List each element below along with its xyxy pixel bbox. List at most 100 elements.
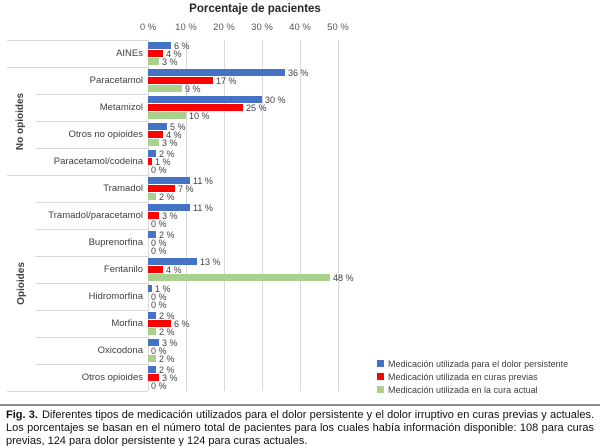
bar-value-label: 30 % [265, 95, 286, 105]
group-boundary [7, 391, 148, 392]
group-label: Opioides [7, 175, 35, 391]
group-label: No opioides [7, 67, 35, 175]
category-separator [35, 364, 148, 365]
bar-value-label: 4 % [166, 265, 182, 275]
bar [148, 320, 171, 327]
bar-value-label: 3 % [162, 338, 178, 348]
bar-value-label: 11 % [193, 203, 213, 213]
bar-value-label: 0 % [151, 238, 167, 248]
x-tick-label: 20 % [213, 22, 235, 33]
bar-value-label: 2 % [159, 327, 175, 337]
x-tick-label: 50 % [327, 22, 349, 33]
category-label: Tramadol [103, 183, 143, 194]
group-boundary [7, 40, 148, 41]
bar-value-label: 1 % [155, 284, 171, 294]
bar [148, 131, 163, 138]
legend-swatch [377, 360, 384, 367]
x-tick-label: 30 % [251, 22, 273, 33]
category-label: Fentanilo [103, 264, 143, 275]
category-separator [35, 283, 148, 284]
group-label-text: Opioides [15, 261, 27, 305]
bar-value-label: 2 % [159, 311, 175, 321]
bar [148, 339, 159, 346]
bar-value-label: 13 % [200, 257, 221, 267]
category-label: Buprenorfina [88, 237, 143, 248]
legend-label: Medicación utilizada para el dolor persi… [388, 359, 569, 369]
bar-value-label: 3 % [162, 211, 178, 221]
category-separator [35, 310, 148, 311]
bar [148, 212, 159, 219]
bar-value-label: 17 % [216, 76, 237, 86]
x-tick-label: 0 % [139, 22, 157, 33]
legend-item: Medicación utilizada para el dolor persi… [377, 358, 597, 371]
category-separator [35, 256, 148, 257]
bar-value-label: 25 % [246, 103, 267, 113]
bar [148, 139, 159, 146]
bar-value-label: 0 % [151, 246, 167, 256]
group-label-text: No opioides [15, 92, 27, 150]
group-boundary [7, 67, 148, 68]
bar-value-label: 48 % [333, 273, 354, 283]
category-separator [35, 121, 148, 122]
x-tick-label: 40 % [289, 22, 311, 33]
category-label: Paracetamol/codeina [53, 156, 143, 167]
bar-value-label: 2 % [159, 149, 175, 159]
bar [148, 177, 190, 184]
legend-item: Medicación utilizada en la cura actual [377, 384, 597, 397]
category-separator [35, 229, 148, 230]
bar [148, 193, 156, 200]
legend-label: Medicación utilizada en la cura actual [388, 385, 538, 395]
bar-value-label: 1 % [155, 157, 171, 167]
bar [148, 112, 186, 119]
gridline [262, 40, 263, 391]
category-label: Tramadol/paracetamol [48, 210, 143, 221]
bar [148, 355, 156, 362]
legend-label: Medicación utilizada en curas previas [388, 372, 538, 382]
bar-value-label: 0 % [151, 165, 167, 175]
gridline [186, 40, 187, 391]
bar [148, 96, 262, 103]
category-separator [35, 337, 148, 338]
bar-value-label: 2 % [159, 192, 175, 202]
caption-text: Diferentes tipos de medicación utilizado… [6, 409, 595, 446]
bar-value-label: 7 % [178, 184, 194, 194]
category-label: AINEs [116, 48, 143, 59]
group-boundary [7, 175, 148, 176]
bar-value-label: 3 % [162, 57, 178, 67]
category-separator [35, 94, 148, 95]
gridline [338, 40, 339, 391]
bar-value-label: 4 % [166, 49, 182, 59]
category-separator [35, 202, 148, 203]
bar [148, 58, 159, 65]
bar-value-label: 6 % [174, 319, 190, 329]
category-label: Oxicodona [97, 345, 143, 356]
bar [148, 328, 156, 335]
category-label: Metamizol [99, 102, 143, 113]
category-separator [35, 148, 148, 149]
bar [148, 285, 152, 292]
legend-swatch [377, 386, 384, 393]
bar-value-label: 5 % [170, 122, 186, 132]
bar-value-label: 0 % [151, 346, 167, 356]
bar-value-label: 2 % [159, 365, 175, 375]
category-label: Otros no opioides [68, 129, 143, 140]
bar-value-label: 10 % [189, 111, 210, 121]
chart-title: Porcentaje de pacientes [189, 3, 321, 15]
bar [148, 158, 152, 165]
bar-value-label: 3 % [162, 138, 178, 148]
bar [148, 274, 330, 281]
bar [148, 77, 213, 84]
category-label: Otros opioides [81, 372, 143, 383]
gridline [224, 40, 225, 391]
bar-value-label: 9 % [185, 84, 201, 94]
bar [148, 123, 167, 130]
gridline [300, 40, 301, 391]
bar [148, 104, 243, 111]
bar [148, 204, 190, 211]
bar [148, 150, 156, 157]
bar [148, 374, 159, 381]
bar-value-label: 11 % [193, 176, 213, 186]
bar [148, 231, 156, 238]
legend-item: Medicación utilizada en curas previas [377, 371, 597, 384]
